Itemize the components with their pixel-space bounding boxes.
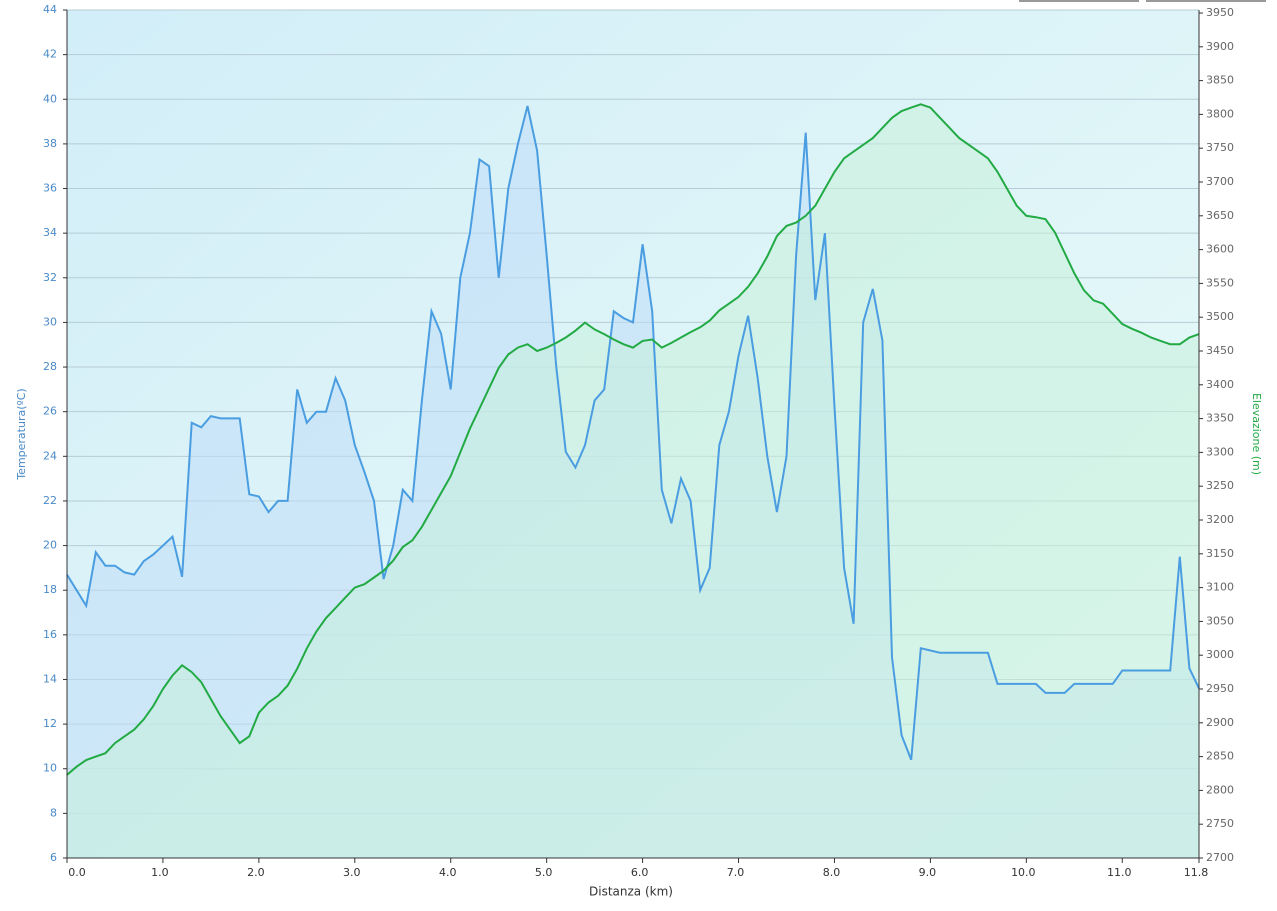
x-tick-label: 4.0 bbox=[439, 866, 457, 879]
x-tick-label: 8.0 bbox=[823, 866, 841, 879]
x-tick-label: 1.0 bbox=[151, 866, 169, 879]
y-tick-label: 34 bbox=[43, 226, 57, 239]
area-fill bbox=[67, 104, 1199, 859]
y2-tick-label: 3600 bbox=[1206, 243, 1234, 256]
y2-tick-label: 2750 bbox=[1206, 817, 1234, 830]
y2-tick-label: 2900 bbox=[1206, 716, 1234, 729]
y2-tick-label: 3150 bbox=[1206, 547, 1234, 560]
y2-tick-label: 3500 bbox=[1206, 310, 1234, 323]
y-tick-label: 22 bbox=[43, 494, 57, 507]
series-line bbox=[66, 103, 1200, 776]
y2-tick-label: 3950 bbox=[1206, 6, 1234, 19]
toolbar-button[interactable] bbox=[1019, 0, 1139, 2]
y2-tick-label: 3200 bbox=[1206, 513, 1234, 526]
y2-tick-label: 3300 bbox=[1206, 445, 1234, 458]
series-line bbox=[66, 105, 1200, 761]
y2-tick-label: 3650 bbox=[1206, 209, 1234, 222]
y-tick-label: 38 bbox=[43, 137, 57, 150]
x-axis-label: Distanza (km) bbox=[589, 885, 673, 899]
x-tick-label: 5.0 bbox=[535, 866, 553, 879]
y2-tick-label: 3000 bbox=[1206, 648, 1234, 661]
y-tick-label: 10 bbox=[43, 762, 57, 775]
y2-tick-label: 3350 bbox=[1206, 412, 1234, 425]
y-tick-label: 16 bbox=[43, 628, 57, 641]
x-tick-label: 0.0 bbox=[68, 866, 86, 879]
y-tick-label: 24 bbox=[43, 449, 57, 462]
y2-tick-label: 3250 bbox=[1206, 479, 1234, 492]
y-tick-label: 20 bbox=[43, 539, 57, 552]
y2-tick-label: 3800 bbox=[1206, 107, 1234, 120]
y2-tick-label: 2800 bbox=[1206, 783, 1234, 796]
y2-tick-label: 3050 bbox=[1206, 614, 1234, 627]
y-tick-label: 28 bbox=[43, 360, 57, 373]
y2-tick-label: 3450 bbox=[1206, 344, 1234, 357]
y-axis-label: Temperatura(ºC) bbox=[15, 388, 28, 480]
plot-layer: 6 8 10 12 14 16 18 20 22 24 26 28 30 32 34 36 38 40 42 44 27… bbox=[43, 3, 1234, 879]
y2-tick-label: 3550 bbox=[1206, 276, 1234, 289]
x-tick-label: 2.0 bbox=[247, 866, 265, 879]
y2-axis-label: Elevazione (m) bbox=[1250, 393, 1263, 475]
y-tick-label: 30 bbox=[43, 315, 57, 328]
y2-tick-label: 3700 bbox=[1206, 175, 1234, 188]
x-tick-label: 6.0 bbox=[631, 866, 649, 879]
x-tick-label: 9.0 bbox=[919, 866, 937, 879]
y-tick-label: 42 bbox=[43, 48, 57, 61]
y2-tick-label: 3900 bbox=[1206, 40, 1234, 53]
y-tick-label: 8 bbox=[50, 806, 57, 819]
y-tick-label: 6 bbox=[50, 851, 57, 864]
y2-tick-label: 3850 bbox=[1206, 74, 1234, 87]
x-tick-label: 11.0 bbox=[1107, 866, 1132, 879]
x-tick-label: 7.0 bbox=[727, 866, 745, 879]
x-tick-label: 3.0 bbox=[343, 866, 361, 879]
y2-tick-label: 3400 bbox=[1206, 378, 1234, 391]
y-tick-label: 44 bbox=[43, 3, 57, 16]
y-tick-label: 18 bbox=[43, 583, 57, 596]
x-tick-label: 11.8 bbox=[1184, 866, 1209, 879]
y2-tick-label: 2700 bbox=[1206, 851, 1234, 864]
y-tick-label: 14 bbox=[43, 672, 57, 685]
y2-tick-label: 3100 bbox=[1206, 581, 1234, 594]
y-tick-label: 40 bbox=[43, 92, 57, 105]
x-tick-label: 10.0 bbox=[1011, 866, 1036, 879]
y-tick-label: 32 bbox=[43, 271, 57, 284]
y2-tick-label: 2850 bbox=[1206, 750, 1234, 763]
y-tick-label: 36 bbox=[43, 182, 57, 195]
y2-tick-label: 3750 bbox=[1206, 141, 1234, 154]
y2-tick-label: 2950 bbox=[1206, 682, 1234, 695]
y-tick-label: 26 bbox=[43, 405, 57, 418]
y-tick-label: 12 bbox=[43, 717, 57, 730]
toolbar-button[interactable] bbox=[1146, 0, 1266, 2]
